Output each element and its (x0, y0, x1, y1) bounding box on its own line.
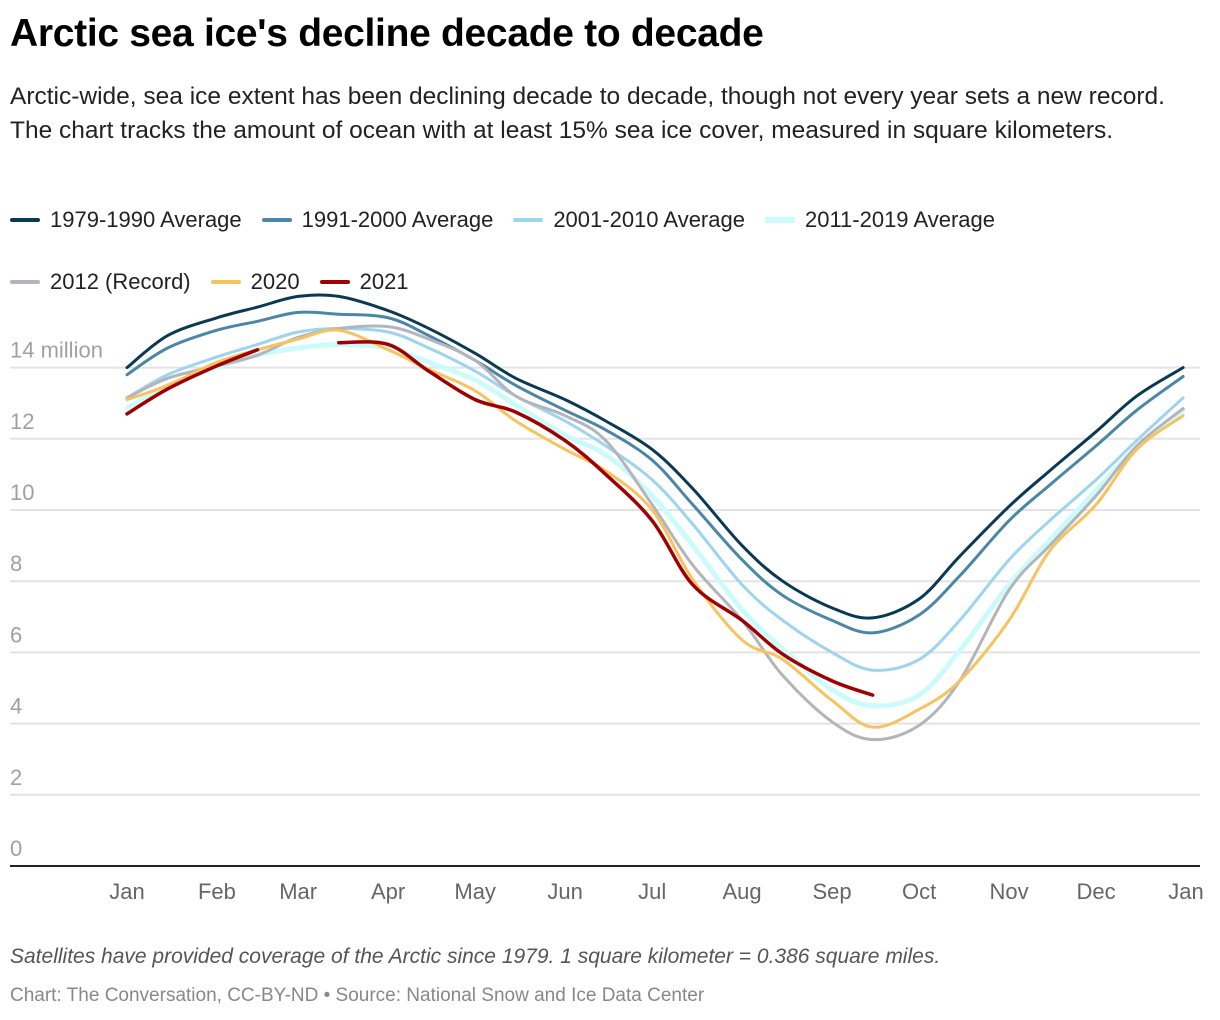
legend-swatch (319, 280, 350, 284)
legend-item[interactable]: 1979-1990 Average (10, 205, 242, 235)
legend-swatch (513, 218, 544, 222)
legend-item[interactable]: 2011-2019 Average (764, 205, 995, 235)
y-tick-label: 0 (10, 836, 22, 861)
legend: 1979-1990 Average 1991-2000 Average 2001-2… (10, 205, 1160, 297)
legend-swatch (261, 218, 292, 222)
y-tick-label: 14 million (10, 338, 103, 363)
legend-label: 2011-2019 Average (804, 207, 995, 232)
legend-label: 2021 (359, 269, 409, 294)
legend-label: 1991-2000 Average (301, 207, 494, 232)
series-line-2020 (125, 328, 1185, 729)
legend-item[interactable]: 2001-2010 Average (513, 205, 745, 235)
x-tick-label: Jan (109, 879, 144, 904)
x-tick-label: Jul (638, 879, 666, 904)
legend-swatch (764, 217, 795, 223)
legend-item[interactable]: 2021 (319, 267, 409, 297)
chart-note: Satellites have provided coverage of the… (10, 945, 941, 968)
y-tick-label: 2 (10, 765, 22, 790)
series-line-2021 (337, 340, 875, 697)
x-tick-label: Oct (902, 879, 936, 904)
legend-label: 2001-2010 Average (553, 207, 745, 232)
x-tick-label: Jun (547, 879, 582, 904)
x-tick-label: Nov (989, 879, 1028, 904)
x-tick-label: Dec (1076, 879, 1115, 904)
legend-item[interactable]: 2012 (Record) (10, 267, 191, 297)
y-tick-label: 8 (10, 551, 22, 576)
x-tick-label: May (454, 879, 496, 904)
x-tick-label: Jan (1168, 879, 1203, 904)
series-line-2011-2019-average (124, 341, 1186, 709)
legend-label: 1979-1990 Average (50, 207, 242, 232)
chart-source: Chart: The Conversation, CC-BY-ND • Sour… (10, 985, 705, 1006)
legend-item[interactable]: 2020 (210, 267, 300, 297)
series-line-2021 (125, 348, 260, 416)
legend-swatch (210, 280, 241, 284)
series-line-2012-record- (125, 324, 1185, 742)
chart-title: Arctic sea ice's decline decade to decad… (10, 12, 764, 55)
x-tick-label: Apr (371, 879, 405, 904)
y-tick-label: 12 (10, 409, 34, 434)
legend-swatch (10, 280, 40, 284)
legend-label: 2020 (250, 269, 300, 294)
x-tick-label: Sep (812, 879, 851, 904)
x-tick-label: Mar (279, 879, 317, 904)
x-tick-label: Feb (198, 879, 236, 904)
legend-label: 2012 (Record) (50, 269, 191, 294)
series-line-2001-2010-average (125, 326, 1185, 672)
series-line-1991-2000-average (125, 310, 1185, 635)
chart-subtitle: Arctic-wide, sea ice extent has been dec… (10, 83, 1165, 144)
y-tick-label: 4 (10, 694, 22, 719)
y-tick-label: 6 (10, 622, 22, 647)
legend-item[interactable]: 1991-2000 Average (261, 205, 494, 235)
series-line-1979-1990-average (125, 293, 1185, 620)
legend-swatch (10, 218, 40, 222)
x-tick-label: Aug (723, 879, 762, 904)
y-tick-label: 10 (10, 480, 34, 505)
